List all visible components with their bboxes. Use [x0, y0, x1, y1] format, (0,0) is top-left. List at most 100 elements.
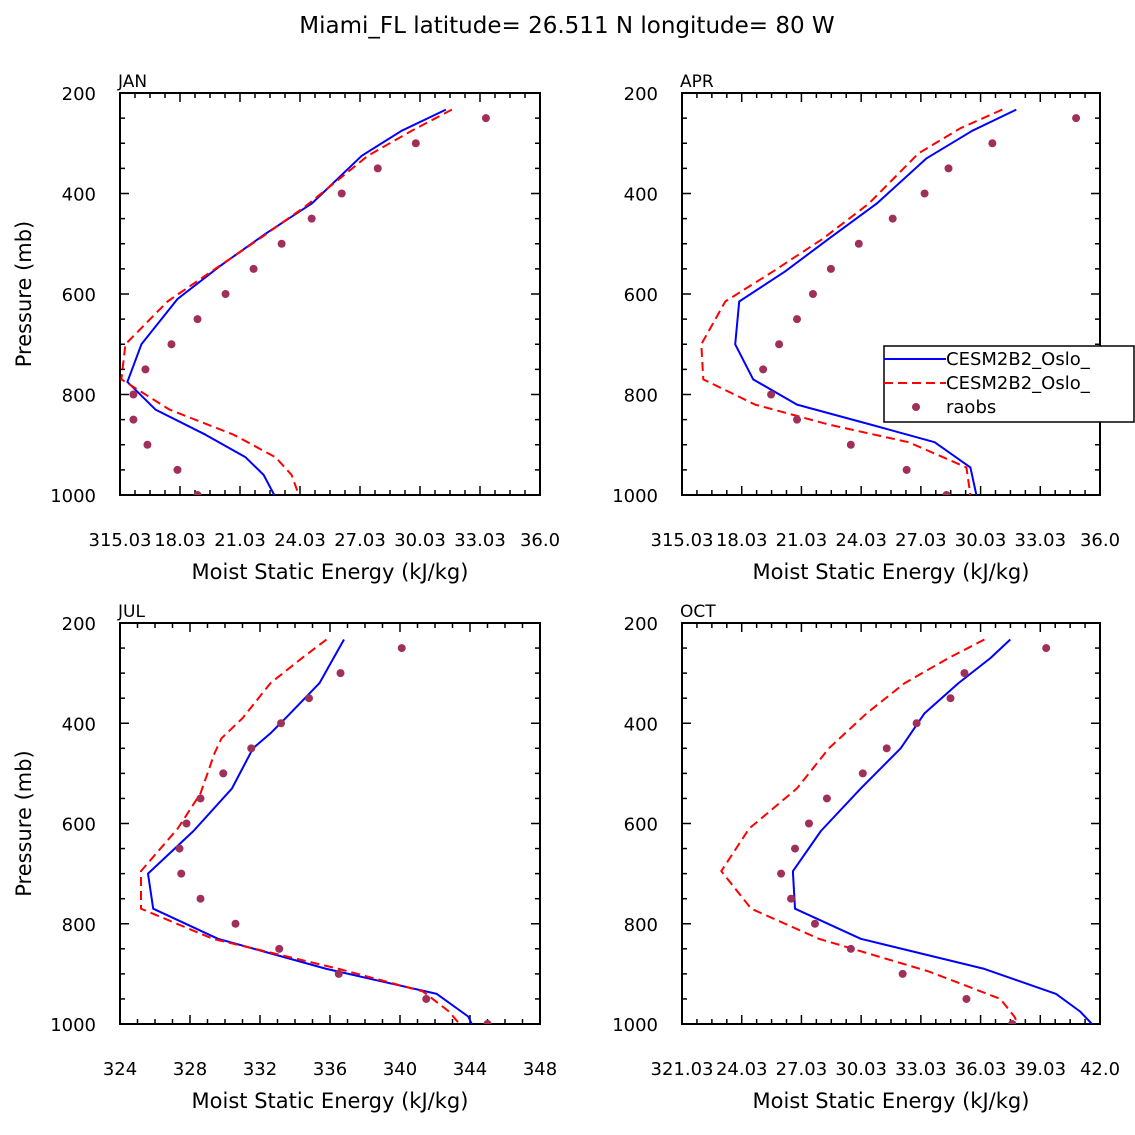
x-tick-label: 324 — [103, 1059, 137, 1080]
x-tick-label: 36.0 — [1080, 530, 1120, 551]
raobs-point — [143, 440, 152, 449]
plot-area — [700, 108, 1081, 495]
y-tick-label: 200 — [62, 84, 96, 105]
raobs-point — [846, 944, 855, 953]
series-line-solid — [734, 108, 1017, 495]
raobs-point — [277, 719, 285, 728]
y-tick-label: 1000 — [612, 486, 658, 507]
x-tick-label: 24.03 — [274, 530, 326, 551]
raobs-point — [777, 869, 786, 878]
raobs-point — [775, 340, 784, 349]
raobs-point — [373, 164, 382, 173]
y-tick-label: 600 — [624, 285, 658, 306]
raobs-point — [808, 290, 817, 298]
raobs-point — [858, 769, 867, 778]
raobs-point — [175, 844, 184, 853]
raobs-point — [193, 315, 202, 324]
raobs-point — [944, 164, 953, 173]
raobs-point — [826, 264, 835, 273]
plot-frame — [681, 622, 1101, 1025]
y-tick-label: 200 — [62, 614, 96, 635]
x-tick-label: 18.03 — [716, 530, 768, 551]
x-tick-label: 321.03 — [651, 1059, 714, 1080]
raobs-point — [962, 994, 971, 1003]
raobs-point — [804, 819, 813, 828]
raobs-point — [193, 491, 202, 495]
raobs-point — [249, 264, 258, 273]
raobs-point — [898, 969, 907, 978]
raobs-point — [173, 465, 182, 474]
raobs-point — [1072, 114, 1081, 123]
raobs-point — [946, 694, 955, 703]
y-tick-label: 600 — [62, 815, 96, 836]
raobs-point — [787, 894, 796, 903]
raobs-point — [822, 794, 831, 803]
y-tick-label: 400 — [62, 714, 96, 735]
raobs-point — [196, 894, 205, 903]
panel-label: OCT — [680, 602, 716, 622]
series-line-solid — [792, 638, 1093, 1024]
panel-jul: JUL 200 400 600 800 1000 324 328 332 336 340 344 348… — [12, 602, 557, 1113]
raobs-point — [942, 491, 951, 495]
raobs-point — [1008, 1020, 1017, 1024]
y-tick-label: 200 — [624, 614, 658, 635]
x-tick-label: 332 — [243, 1059, 277, 1080]
raobs-point — [411, 139, 420, 148]
series-line-dashed — [700, 108, 1003, 495]
panel-apr: APR 200 400 600 800 1000 315.03 18.03 21.03 24.03… — [612, 72, 1120, 584]
raobs-point — [196, 794, 205, 803]
y-tick-label: 400 — [62, 185, 96, 206]
plot-area — [140, 638, 492, 1024]
x-tick-label: 33.03 — [895, 1059, 947, 1080]
x-tick-label: 36.0 — [520, 530, 560, 551]
raobs-point — [759, 365, 768, 374]
panel-label: JAN — [117, 72, 147, 92]
plot-area — [720, 638, 1093, 1024]
raobs-point — [336, 669, 345, 678]
plot-frame — [681, 92, 1101, 496]
raobs-point — [247, 744, 256, 753]
raobs-point — [177, 869, 186, 878]
x-tick-label: 315.03 — [89, 530, 152, 551]
legend-label: raobs — [946, 397, 996, 418]
legend: CESM2B2_Oslo_ CESM2B2_Oslo_raobs — [883, 345, 1135, 423]
y-tick-label: 800 — [62, 915, 96, 936]
x-tick-label: 42.0 — [1080, 1059, 1120, 1080]
raobs-point — [141, 365, 150, 374]
panel-label: JUL — [117, 602, 145, 622]
x-tick-label: 18.03 — [154, 530, 206, 551]
raobs-point — [810, 919, 819, 928]
raobs-point — [854, 239, 863, 248]
legend-marker-raobs — [912, 403, 920, 411]
figure-title: Miami_FL latitude= 26.511 N longitude= 8… — [299, 13, 834, 39]
legend-label: CESM2B2_Oslo_ — [946, 373, 1091, 394]
legend-label: CESM2B2_Oslo_ — [946, 349, 1091, 370]
raobs-point — [960, 669, 969, 678]
x-tick-label: 348 — [523, 1059, 557, 1080]
raobs-point — [882, 744, 891, 753]
series-line-solid — [126, 108, 447, 495]
raobs-point — [791, 844, 800, 853]
raobs-point — [307, 214, 316, 223]
x-tick-label: 340 — [383, 1059, 417, 1080]
raobs-point — [793, 415, 802, 424]
panel-oct: OCT 200 400 600 800 1000 321.03 24.03 27.03 30.03… — [612, 602, 1120, 1113]
x-axis-label: Moist Static Energy (kJ/kg) — [753, 1089, 1030, 1113]
x-tick-label: 21.03 — [214, 530, 266, 551]
y-tick-label: 800 — [624, 386, 658, 407]
x-axis-label: Moist Static Energy (kJ/kg) — [192, 1089, 469, 1113]
raobs-point — [337, 189, 346, 198]
raobs-point — [129, 415, 138, 424]
raobs-point — [167, 340, 176, 349]
raobs-point — [1042, 644, 1051, 653]
x-tick-label: 33.03 — [1015, 530, 1067, 551]
x-tick-label: 21.03 — [776, 530, 828, 551]
x-tick-label: 30.03 — [955, 530, 1007, 551]
panel-jan: JAN 200 400 600 800 1000 315.03 18.03 21.03 24.03… — [12, 72, 560, 584]
x-tick-label: 24.03 — [835, 530, 887, 551]
raobs-point — [182, 819, 191, 828]
series-line-dashed — [140, 638, 461, 1024]
series-line-dashed — [720, 638, 1020, 1024]
raobs-point — [422, 994, 431, 1003]
